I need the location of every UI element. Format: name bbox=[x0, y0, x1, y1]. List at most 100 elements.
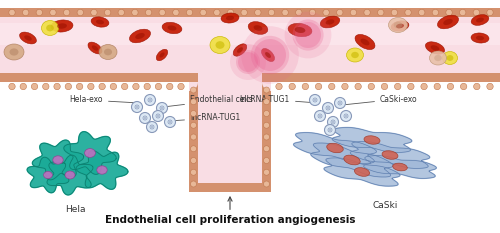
Circle shape bbox=[282, 9, 288, 16]
Circle shape bbox=[264, 181, 270, 187]
Bar bbox=[0, 8, 500, 17]
Circle shape bbox=[302, 83, 308, 90]
Circle shape bbox=[157, 115, 159, 117]
Ellipse shape bbox=[326, 19, 334, 25]
Ellipse shape bbox=[226, 16, 234, 20]
Ellipse shape bbox=[396, 24, 404, 28]
Ellipse shape bbox=[42, 21, 58, 35]
Ellipse shape bbox=[294, 27, 306, 33]
Ellipse shape bbox=[46, 25, 54, 31]
Circle shape bbox=[316, 83, 322, 90]
Circle shape bbox=[36, 9, 43, 16]
Polygon shape bbox=[189, 82, 198, 91]
Ellipse shape bbox=[364, 136, 380, 144]
Circle shape bbox=[90, 9, 97, 16]
Ellipse shape bbox=[136, 33, 144, 39]
Ellipse shape bbox=[446, 55, 454, 61]
Circle shape bbox=[324, 124, 336, 136]
Circle shape bbox=[140, 113, 150, 123]
Bar bbox=[198, 73, 262, 82]
Circle shape bbox=[132, 83, 139, 90]
Ellipse shape bbox=[430, 45, 440, 51]
Text: Endothelial cells: Endothelial cells bbox=[166, 96, 253, 107]
Circle shape bbox=[368, 83, 374, 90]
Ellipse shape bbox=[237, 47, 243, 53]
Ellipse shape bbox=[99, 45, 117, 59]
Ellipse shape bbox=[388, 17, 407, 32]
Circle shape bbox=[159, 9, 166, 16]
Circle shape bbox=[355, 83, 362, 90]
Circle shape bbox=[152, 110, 164, 121]
Circle shape bbox=[214, 9, 220, 16]
Circle shape bbox=[340, 110, 351, 121]
Circle shape bbox=[391, 9, 398, 16]
Ellipse shape bbox=[216, 41, 224, 49]
Circle shape bbox=[20, 83, 26, 90]
Circle shape bbox=[421, 83, 428, 90]
Circle shape bbox=[322, 103, 334, 113]
Circle shape bbox=[190, 146, 196, 152]
Circle shape bbox=[296, 9, 302, 16]
Circle shape bbox=[487, 83, 493, 90]
Polygon shape bbox=[324, 158, 400, 186]
Circle shape bbox=[314, 110, 326, 121]
Circle shape bbox=[118, 9, 124, 16]
Ellipse shape bbox=[130, 29, 150, 43]
Bar bbox=[0, 23, 500, 45]
Ellipse shape bbox=[10, 48, 18, 56]
Ellipse shape bbox=[355, 34, 375, 50]
Bar bbox=[0, 8, 500, 82]
Ellipse shape bbox=[265, 52, 271, 58]
Ellipse shape bbox=[91, 17, 109, 27]
Circle shape bbox=[264, 87, 270, 93]
Circle shape bbox=[104, 9, 111, 16]
Ellipse shape bbox=[344, 155, 360, 165]
Circle shape bbox=[149, 99, 151, 101]
Circle shape bbox=[144, 83, 150, 90]
Circle shape bbox=[54, 83, 60, 90]
Circle shape bbox=[151, 126, 153, 128]
Circle shape bbox=[77, 9, 84, 16]
Ellipse shape bbox=[160, 52, 164, 58]
Circle shape bbox=[166, 83, 173, 90]
Circle shape bbox=[408, 83, 414, 90]
Circle shape bbox=[190, 87, 196, 93]
Circle shape bbox=[238, 52, 258, 72]
Circle shape bbox=[110, 83, 116, 90]
Circle shape bbox=[319, 115, 321, 117]
Ellipse shape bbox=[84, 149, 96, 158]
Circle shape bbox=[264, 134, 270, 140]
Circle shape bbox=[473, 9, 480, 16]
Ellipse shape bbox=[326, 143, 344, 153]
Circle shape bbox=[264, 146, 270, 152]
Circle shape bbox=[161, 107, 163, 109]
Polygon shape bbox=[350, 142, 430, 168]
Circle shape bbox=[186, 9, 192, 16]
Circle shape bbox=[327, 107, 329, 109]
Circle shape bbox=[332, 121, 334, 123]
Polygon shape bbox=[32, 140, 84, 180]
Circle shape bbox=[268, 9, 274, 16]
Circle shape bbox=[460, 83, 467, 90]
Text: lncRNA-TUG1: lncRNA-TUG1 bbox=[171, 113, 240, 123]
Circle shape bbox=[432, 9, 438, 16]
Polygon shape bbox=[189, 73, 198, 82]
Ellipse shape bbox=[248, 22, 268, 34]
Circle shape bbox=[132, 102, 142, 113]
Ellipse shape bbox=[162, 22, 182, 34]
Circle shape bbox=[310, 9, 316, 16]
Polygon shape bbox=[27, 157, 69, 193]
Circle shape bbox=[99, 83, 105, 90]
Circle shape bbox=[64, 9, 70, 16]
Circle shape bbox=[241, 26, 299, 84]
Bar bbox=[189, 183, 271, 192]
Bar bbox=[0, 73, 189, 82]
Ellipse shape bbox=[168, 25, 176, 31]
Circle shape bbox=[228, 9, 234, 16]
Circle shape bbox=[310, 95, 320, 106]
Ellipse shape bbox=[4, 44, 24, 60]
Ellipse shape bbox=[442, 51, 458, 65]
Circle shape bbox=[276, 83, 282, 90]
Circle shape bbox=[447, 83, 454, 90]
Circle shape bbox=[164, 116, 175, 127]
